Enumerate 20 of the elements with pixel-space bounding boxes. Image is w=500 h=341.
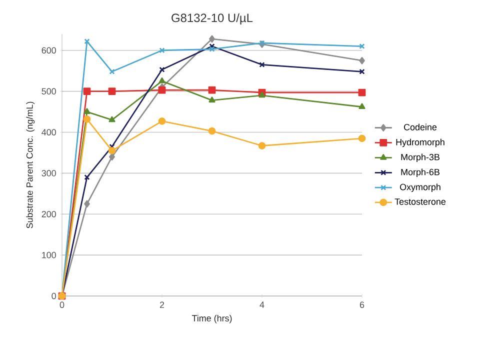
y-tick-label: 200 (42, 210, 56, 218)
y-tick-label: 500 (42, 88, 56, 94)
legend-label: Morph-6B (401, 168, 440, 178)
legend-label: Morph-3B (401, 154, 440, 162)
x-axis-title: Time (hrs) (192, 314, 232, 324)
legend-label: Hydromorph (396, 138, 444, 148)
legend-label: Codeine (404, 124, 437, 130)
x-tick-label: 4 (260, 302, 264, 308)
y-tick-label: 600 (42, 47, 56, 54)
y-tick-label: 400 (42, 129, 56, 136)
chart-title: G8132-10 U/µL (172, 13, 253, 25)
x-tick-label: 6 (360, 302, 364, 308)
y-tick-label: 300 (42, 170, 56, 176)
y-axis-title: Substrate Parent Conc. (ng/mL) (26, 102, 35, 228)
legend-label: Oxymorph (400, 184, 440, 192)
legend-label: Testosterone (394, 198, 446, 205)
y-tick-label: 0 (52, 292, 56, 300)
x-tick-label: 0 (60, 302, 64, 308)
y-tick-label: 100 (42, 252, 56, 258)
x-tick-label: 2 (160, 302, 164, 308)
